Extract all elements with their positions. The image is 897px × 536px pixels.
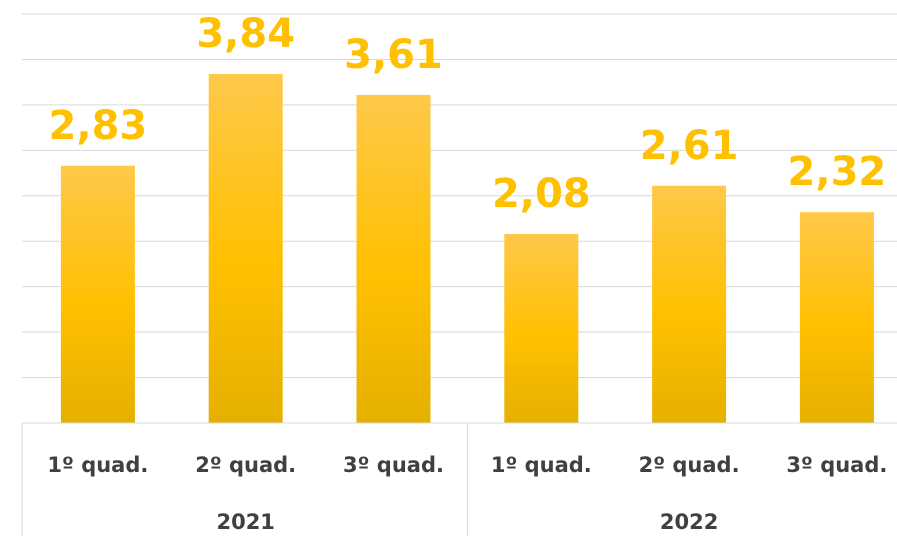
- bar: [60, 165, 135, 424]
- x-tick-label: 1º quad.: [47, 453, 148, 477]
- bar: [799, 212, 874, 423]
- x-tick-label: 3º quad.: [786, 453, 887, 477]
- value-label: 2,32: [788, 149, 887, 195]
- x-tick-label: 1º quad.: [491, 453, 592, 477]
- value-label: 2,08: [492, 171, 591, 217]
- bar: [208, 73, 283, 423]
- bar: [652, 185, 727, 423]
- bar: [504, 233, 579, 423]
- group-label: 2021: [216, 510, 274, 534]
- value-label: 3,84: [196, 11, 295, 57]
- value-label: 3,61: [344, 32, 443, 78]
- group-label: 2022: [660, 510, 718, 534]
- value-label: 2,61: [640, 123, 739, 169]
- value-label: 2,83: [49, 103, 148, 149]
- x-tick-label: 2º quad.: [195, 453, 296, 477]
- bar: [356, 94, 431, 423]
- x-tick-label: 3º quad.: [343, 453, 444, 477]
- x-tick-label: 2º quad.: [639, 453, 740, 477]
